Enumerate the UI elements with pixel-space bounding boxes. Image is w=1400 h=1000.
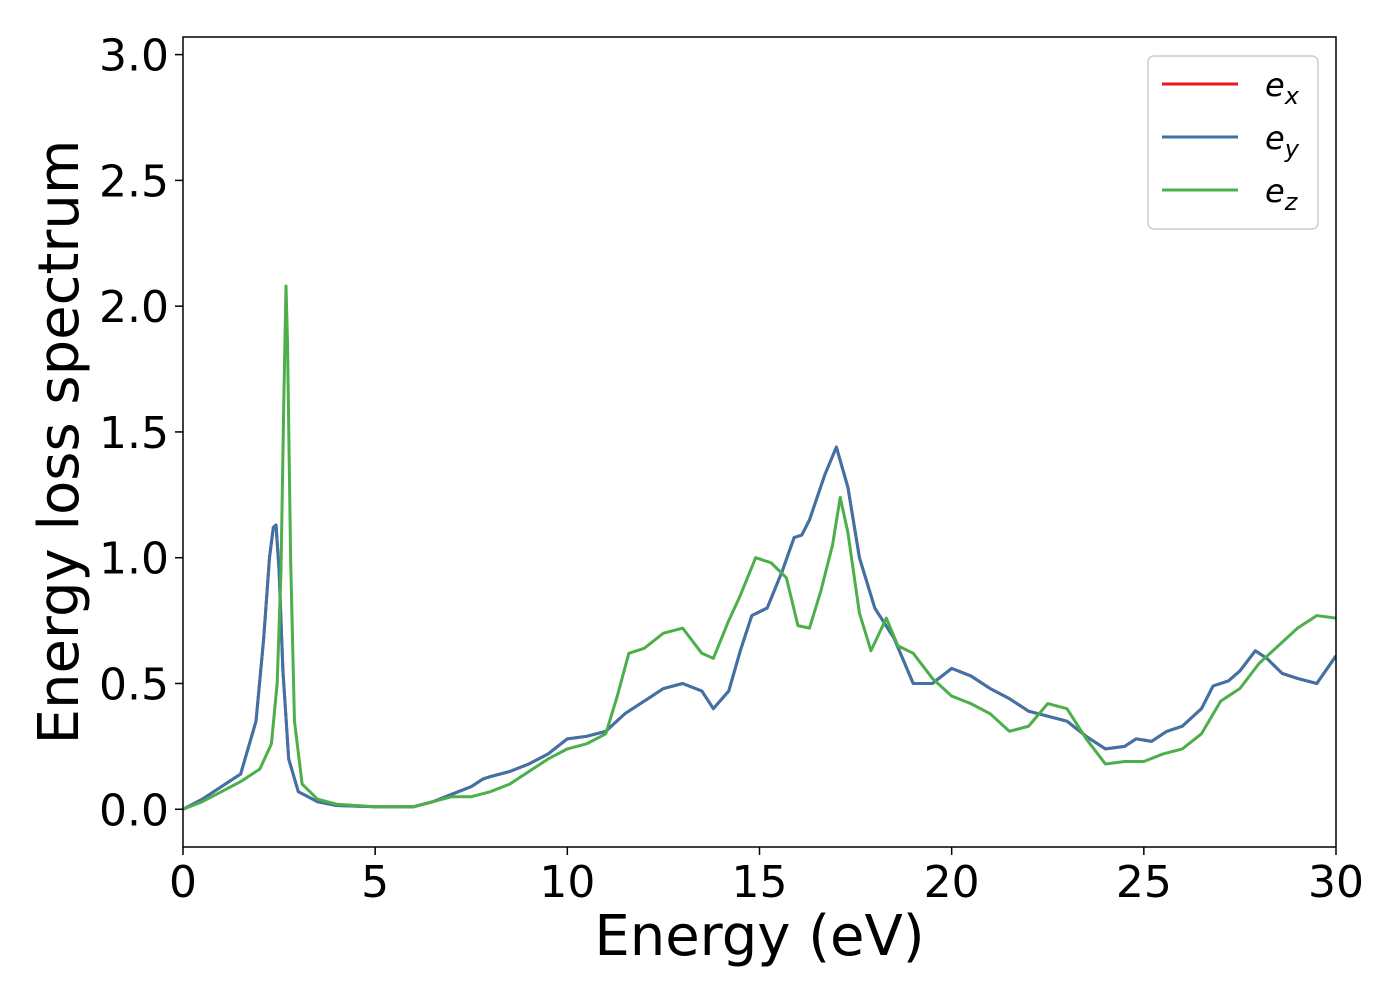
y-tick-label: 0.5 — [99, 659, 169, 710]
legend-box — [1147, 55, 1319, 230]
x-axis-ticks: 0 5 10 15 20 25 30 — [169, 847, 1364, 908]
y-tick-label: 2.0 — [99, 282, 169, 333]
y-tick-label: 3.0 — [99, 31, 169, 82]
series-line-z — [183, 284, 1336, 811]
series-line-y — [183, 445, 1336, 811]
x-tick-label: 15 — [732, 857, 788, 908]
legend-label-x: ex — [1265, 66, 1300, 110]
series-layer — [183, 284, 1336, 811]
x-tick-label: 5 — [361, 857, 389, 908]
x-tick-label: 0 — [169, 857, 197, 908]
x-tick-label: 20 — [924, 857, 980, 908]
y-tick-label: 0.0 — [99, 785, 169, 836]
y-axis-ticks: 0.0 0.5 1.0 1.5 2.0 2.5 3.0 — [99, 31, 183, 836]
y-tick-label: 2.5 — [99, 156, 169, 207]
x-tick-label: 30 — [1308, 857, 1364, 908]
x-tick-label: 25 — [1116, 857, 1172, 908]
x-tick-label: 10 — [539, 857, 595, 908]
legend-label-y: ey — [1265, 119, 1300, 163]
y-tick-label: 1.5 — [99, 408, 169, 459]
y-axis-label: Energy loss spectrum — [27, 140, 92, 745]
x-axis-label: Energy (eV) — [594, 904, 924, 969]
legend-label-z: ez — [1265, 172, 1299, 216]
y-tick-label: 1.0 — [99, 534, 169, 585]
legend: ex ey ez — [1147, 55, 1319, 230]
